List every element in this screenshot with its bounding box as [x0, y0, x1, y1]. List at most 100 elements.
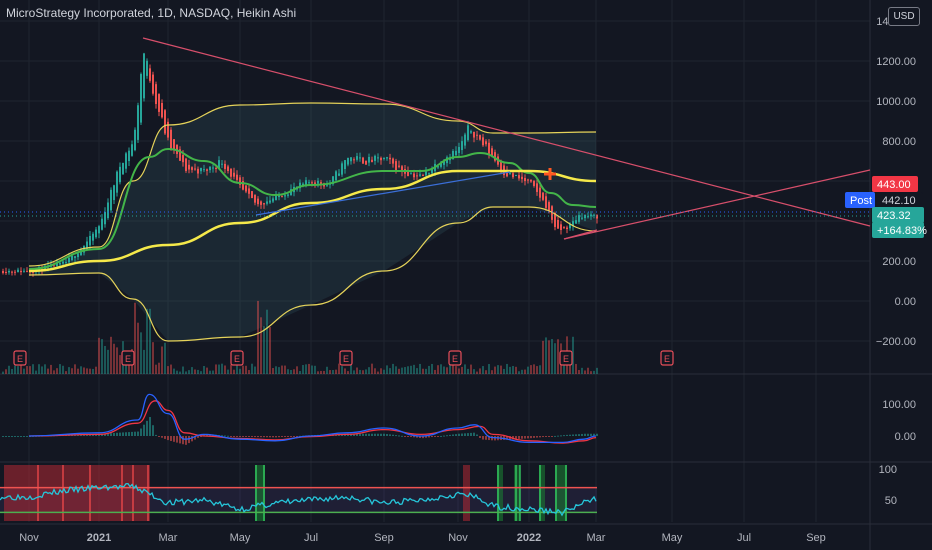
macd-histogram-bar — [377, 433, 379, 436]
candle-body — [272, 198, 274, 202]
candle-body — [155, 84, 157, 104]
macd-histogram-bar — [389, 434, 391, 436]
volume-bar — [512, 365, 514, 374]
candle-body — [212, 167, 214, 169]
candle-body — [107, 202, 109, 219]
candle-body — [509, 173, 511, 175]
currency-button[interactable]: USD — [888, 7, 920, 26]
volume-bar — [41, 366, 43, 374]
macd-histogram-bar — [359, 433, 361, 436]
earnings-icon: E — [660, 350, 674, 366]
volume-bar — [515, 366, 517, 374]
volume-bar — [482, 366, 484, 374]
candle-body — [191, 167, 193, 170]
candle-body — [77, 253, 79, 258]
candle-body — [398, 165, 400, 167]
macd-histogram-bar — [296, 436, 298, 437]
macd-histogram-bar — [251, 436, 253, 438]
candle-body — [110, 189, 112, 211]
volume-bar — [269, 327, 271, 374]
candle-body — [581, 217, 583, 219]
candle-body — [218, 160, 220, 169]
candle-body — [125, 153, 127, 169]
macd-histogram-bar — [2, 436, 4, 437]
volume-bar — [248, 370, 250, 374]
candle-body — [284, 195, 286, 197]
candle-body — [518, 175, 520, 179]
volume-bar — [161, 346, 163, 374]
candle-body — [500, 160, 502, 171]
macd-histogram-bar — [452, 434, 454, 436]
volume-bar — [308, 363, 310, 374]
candle-body — [335, 171, 337, 181]
macd-histogram-bar — [8, 436, 10, 437]
crossover-marker-icon — [544, 168, 556, 180]
volume-bar — [299, 370, 301, 374]
macd-histogram-bar — [140, 428, 142, 436]
candle-body — [14, 271, 16, 273]
candle-body — [482, 137, 484, 146]
candle-body — [242, 181, 244, 190]
candle-body — [485, 141, 487, 145]
candle-body — [488, 142, 490, 154]
volume-bar — [338, 363, 340, 374]
volume-bar — [596, 367, 598, 374]
volume-bar — [233, 369, 235, 374]
candle-body — [491, 148, 493, 157]
time-axis-tick: Sep — [374, 532, 394, 544]
candle-body — [101, 218, 103, 230]
candle-body — [464, 134, 466, 146]
macd-axis-tick: 0.00 — [895, 431, 916, 443]
earnings-icon: E — [13, 350, 27, 366]
macd-histogram-bar — [518, 436, 520, 439]
macd-histogram-bar — [233, 436, 235, 437]
candle-body — [170, 129, 172, 149]
candle-body — [473, 131, 475, 138]
macd-histogram-bar — [587, 433, 589, 436]
macd-histogram-bar — [581, 433, 583, 436]
volume-bar — [458, 368, 460, 374]
candle-body — [524, 177, 526, 182]
volume-bar — [68, 367, 70, 374]
volume-bar — [452, 364, 454, 374]
candle-body — [530, 179, 532, 182]
candle-body — [17, 269, 19, 273]
candle-body — [2, 271, 4, 273]
post-label-tag: Post — [845, 192, 875, 208]
candle-body — [341, 163, 343, 175]
volume-bar — [398, 368, 400, 374]
volume-bar — [407, 366, 409, 374]
volume-bar — [38, 364, 40, 374]
macd-histogram-bar — [536, 436, 538, 438]
volume-bar — [155, 364, 157, 374]
macd-histogram-bar — [293, 436, 295, 437]
macd-histogram-bar — [185, 436, 187, 445]
volume-bar — [404, 367, 406, 374]
volume-bar — [548, 340, 550, 374]
macd-histogram-bar — [419, 436, 421, 438]
candle-body — [167, 121, 169, 138]
macd-histogram-bar — [110, 433, 112, 436]
candle-body — [278, 195, 280, 198]
volume-bar — [332, 369, 334, 374]
volume-bar — [488, 364, 490, 374]
time-axis-tick: 2022 — [517, 532, 541, 544]
volume-bar — [554, 343, 556, 374]
volume-bar — [320, 370, 322, 374]
macd-histogram-bar — [443, 435, 445, 437]
candle-body — [467, 125, 469, 141]
candle-body — [68, 257, 70, 263]
macd-histogram-bar — [437, 436, 439, 437]
candle-body — [230, 168, 232, 177]
volume-bar — [386, 365, 388, 374]
axis-layer: 1400.001200.001000.00800.00600.00400.002… — [19, 16, 916, 544]
candle-body — [239, 177, 241, 185]
volume-bar — [572, 336, 574, 374]
volume-bar — [11, 368, 13, 374]
macd-histogram-bar — [362, 433, 364, 436]
volume-bar — [98, 337, 100, 374]
macd-histogram-bar — [542, 436, 544, 438]
time-axis-tick: Nov — [448, 532, 468, 544]
